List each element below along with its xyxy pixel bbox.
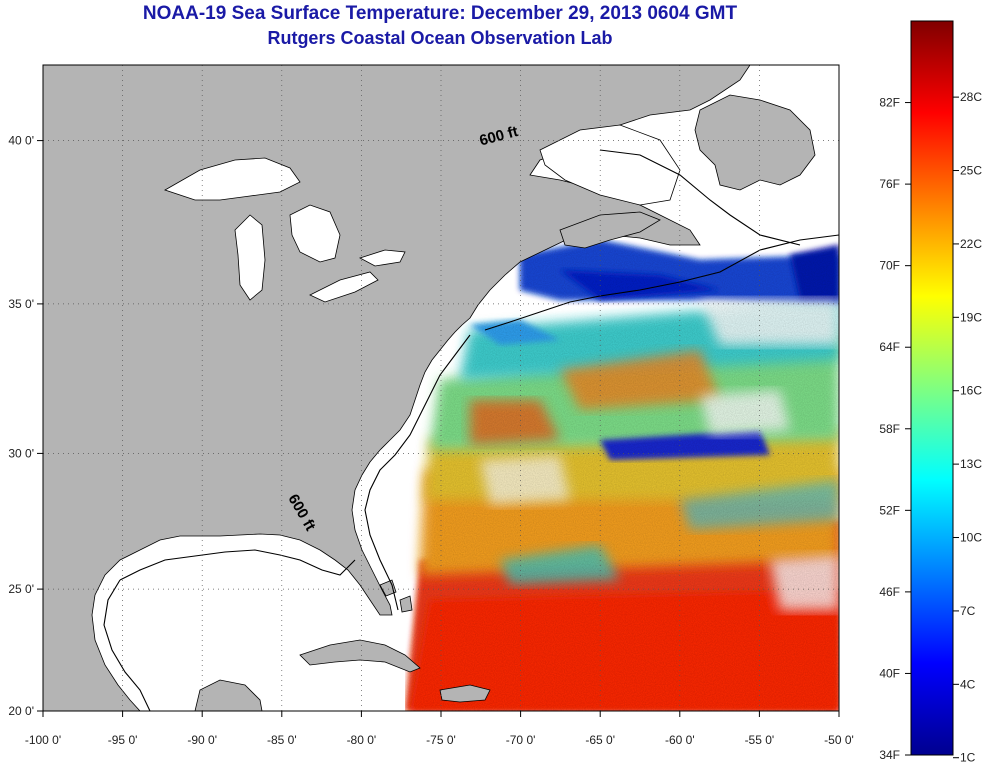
colorbar-f-label: 34F [879, 748, 900, 762]
colorbar-celsius-labels: 28C 25C 22C 19C 16C 13C 10C 7C 4C 1C [953, 90, 982, 765]
lon-tick-label: -80 0' [347, 733, 377, 747]
lon-tick-label: -50 0' [824, 733, 854, 747]
lat-tick-label: 40 0' [8, 134, 34, 148]
600ft-contours [103, 149, 839, 711]
map-subtitle: Rutgers Coastal Ocean Observation Lab [267, 28, 613, 48]
colorbar-f-label: 76F [879, 177, 900, 191]
lon-tick-label: -70 0' [506, 733, 536, 747]
bahamas-land-2 [399, 595, 413, 613]
colorbar-f-label: 52F [879, 503, 900, 517]
colorbar-c-label: 16C [960, 384, 982, 398]
lake-michigan [234, 214, 266, 301]
cuba-land [299, 639, 421, 673]
latitude-axis: 50 0'45 0'40 0'35 0'30 0'25 0'20 0' [8, 134, 43, 718]
colorbar-c-label: 25C [960, 164, 982, 178]
colorbar-c-label: 4C [960, 677, 976, 691]
colorbar-c-label: 1C [960, 751, 976, 765]
lon-tick-label: -60 0' [665, 733, 695, 747]
hispaniola-land [439, 684, 491, 703]
contour-label-600ft: 600 ft [601, 18, 644, 46]
lake-huron [289, 204, 341, 263]
lat-tick-label: 20 0' [8, 704, 34, 718]
map-title: NOAA-19 Sea Surface Temperature: Decembe… [142, 3, 738, 24]
colorbar-f-label: 64F [879, 340, 900, 354]
lon-tick-label: -75 0' [426, 733, 456, 747]
colorbar-c-label: 28C [960, 90, 982, 104]
lake-ontario [358, 249, 406, 267]
land-layer [43, 65, 816, 711]
colorbar-c-label: 19C [960, 310, 982, 324]
lake-erie [309, 271, 379, 303]
colorbar-f-label: 70F [879, 259, 900, 273]
lon-tick-label: -65 0' [585, 733, 615, 747]
lat-tick-label: 35 0' [8, 297, 34, 311]
lon-tick-label: -100 0' [25, 733, 61, 747]
st-lawrence-gulf [539, 124, 681, 206]
colorbar-f-label: 58F [879, 422, 900, 436]
colorbar [910, 20, 954, 756]
colorbar-c-label: 10C [960, 531, 982, 545]
lat-tick-label: 25 0' [8, 582, 34, 596]
colorbar-fahrenheit-labels: 82F 76F 70F 64F 58F 52F 46F 40F 34F [879, 96, 911, 762]
lon-tick-label: -85 0' [267, 733, 297, 747]
colorbar-c-label: 13C [960, 457, 982, 471]
lon-tick-label: -55 0' [745, 733, 775, 747]
nova-scotia-land [559, 211, 661, 249]
lake-superior [164, 157, 301, 201]
great-lakes [164, 124, 681, 303]
colorbar-c-label: 7C [960, 604, 976, 618]
yucatan-land [194, 679, 263, 711]
lat-tick-label: 30 0' [8, 446, 34, 460]
lon-tick-label: -90 0' [187, 733, 217, 747]
colorbar-f-label: 46F [879, 585, 900, 599]
newfoundland-land [694, 94, 816, 191]
colorbar-c-label: 22C [960, 237, 982, 251]
longitude-axis: -100 0' -95 0' -90 0' -85 0' -80 0' -75 0' -70… [25, 711, 854, 747]
colorbar-f-label: 82F [879, 96, 900, 110]
colorbar-f-label: 40F [879, 666, 900, 680]
lon-tick-label: -95 0' [108, 733, 138, 747]
